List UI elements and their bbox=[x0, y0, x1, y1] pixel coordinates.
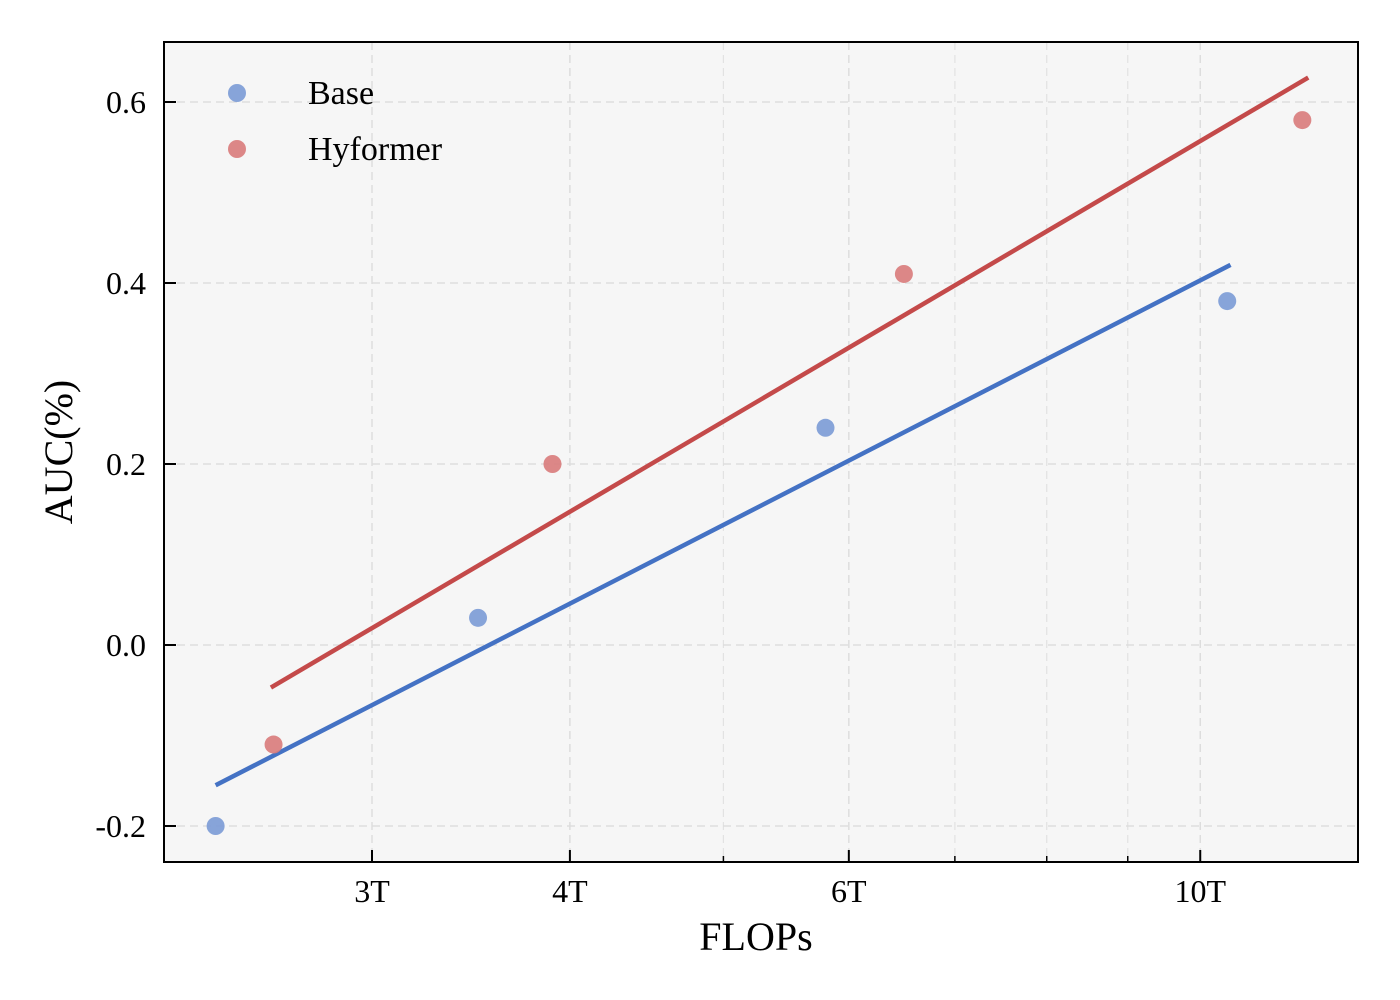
y-axis-ticks: 0.6 0.4 0.2 0.0 -0.2 bbox=[95, 84, 176, 844]
y-tick-label: 0.4 bbox=[106, 265, 146, 301]
point-base bbox=[816, 418, 835, 437]
point-base bbox=[206, 817, 225, 835]
legend-label-base: Base bbox=[308, 75, 374, 112]
legend-label-hyformer: Hyformer bbox=[308, 131, 443, 168]
legend-marker-hyformer bbox=[228, 140, 246, 158]
point-hyformer bbox=[894, 264, 913, 283]
y-tick-label: 0.2 bbox=[106, 446, 146, 482]
point-hyformer bbox=[543, 455, 562, 473]
data-points bbox=[206, 111, 1312, 835]
y-tick-label: 0.0 bbox=[106, 627, 146, 663]
fit-lines bbox=[214, 75, 1310, 788]
legend-marker-base bbox=[228, 84, 246, 102]
plot-area bbox=[164, 42, 1358, 862]
point-hyformer bbox=[1293, 111, 1312, 130]
x-axis-ticks: 3T 4T 6T 10T bbox=[354, 850, 1226, 909]
grid-lines bbox=[164, 42, 1358, 862]
plot-frame bbox=[163, 41, 1359, 863]
y-tick-label: -0.2 bbox=[95, 808, 146, 844]
fit-line-base bbox=[214, 262, 1232, 788]
x-tick-label: 6T bbox=[831, 873, 867, 909]
x-axis-title: FLOPs bbox=[699, 914, 812, 959]
legend: Base Hyformer bbox=[228, 75, 443, 168]
fit-line-hyformer bbox=[269, 75, 1310, 690]
x-tick-label: 4T bbox=[552, 873, 588, 909]
point-base bbox=[1218, 292, 1237, 311]
point-base bbox=[469, 608, 488, 627]
point-hyformer bbox=[264, 735, 283, 754]
x-tick-label: 3T bbox=[354, 873, 390, 909]
y-axis-title: AUC(%) bbox=[36, 380, 81, 524]
y-tick-label: 0.6 bbox=[106, 84, 146, 120]
x-tick-label: 10T bbox=[1174, 873, 1226, 909]
